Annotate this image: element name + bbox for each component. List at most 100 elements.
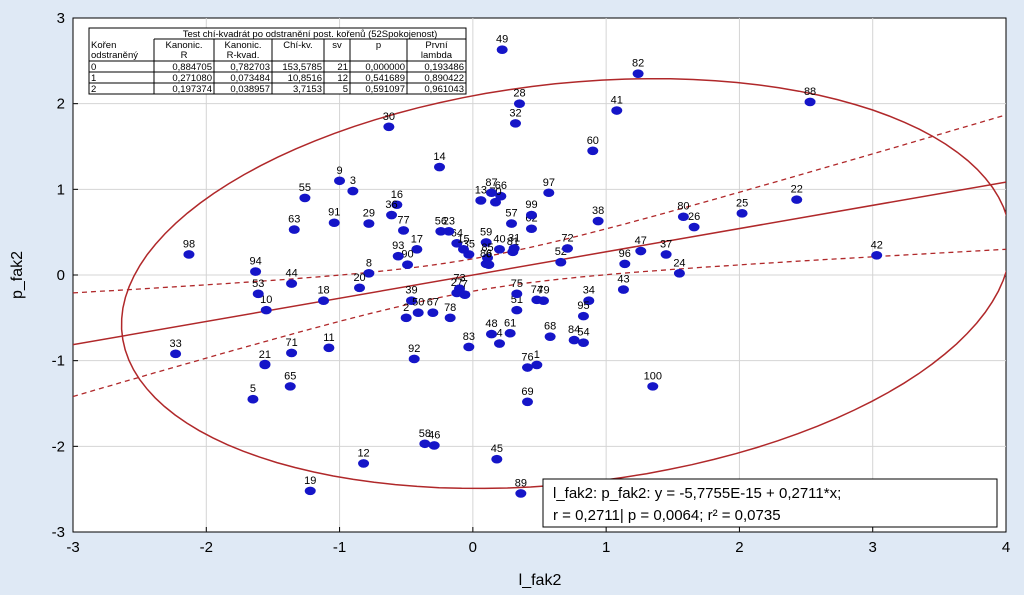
data-point: 58 xyxy=(419,428,431,449)
table-header: p xyxy=(376,40,381,51)
point-label: 22 xyxy=(791,184,803,196)
point-label: 26 xyxy=(688,211,700,223)
point-label: 73 xyxy=(453,273,465,285)
point-label: 85 xyxy=(481,242,493,254)
data-point: 93 xyxy=(392,240,404,261)
x-tick-label: -3 xyxy=(66,539,79,556)
point-label: 91 xyxy=(328,207,340,219)
point-label: 69 xyxy=(521,386,533,398)
data-point: 33 xyxy=(170,338,182,359)
point-label: 79 xyxy=(537,285,549,297)
data-point: 68 xyxy=(544,321,556,341)
point-marker xyxy=(577,311,589,321)
point-label: 45 xyxy=(491,443,503,455)
point-label: 36 xyxy=(385,199,397,211)
point-marker xyxy=(544,332,556,341)
point-label: 4 xyxy=(496,328,502,340)
data-point: 60 xyxy=(587,135,599,156)
point-marker xyxy=(508,244,520,253)
data-point: 6 xyxy=(483,249,495,270)
regression-lines xyxy=(73,114,1006,398)
data-point: 96 xyxy=(619,248,631,269)
data-point: 5 xyxy=(247,383,259,404)
data-point: 72 xyxy=(561,232,574,253)
point-label: 54 xyxy=(577,327,589,339)
point-marker xyxy=(688,222,700,232)
point-marker xyxy=(386,210,398,220)
data-point: 94 xyxy=(249,256,262,276)
data-point: 89 xyxy=(515,477,527,498)
point-label: 67 xyxy=(427,297,439,309)
regression-equation: l_fak2: p_fak2: y = -5,7755E-15 + 0,2711… xyxy=(553,485,841,502)
point-marker xyxy=(514,99,526,108)
point-marker xyxy=(434,162,446,172)
data-point: 76 xyxy=(521,352,534,372)
point-label: 93 xyxy=(392,240,404,252)
point-label: 29 xyxy=(363,208,375,220)
data-point: 95 xyxy=(577,300,590,321)
point-label: 89 xyxy=(515,477,527,489)
data-point: 77 xyxy=(397,214,410,235)
confidence-band-lower xyxy=(73,248,1006,398)
point-label: 97 xyxy=(543,177,555,189)
data-point: 48 xyxy=(485,318,498,339)
point-label: 53 xyxy=(252,278,264,290)
point-label: 25 xyxy=(736,197,748,209)
data-point: 92 xyxy=(408,343,420,364)
point-label: 98 xyxy=(183,238,195,250)
data-point: 41 xyxy=(611,95,623,115)
table-cell: 153,5785 xyxy=(282,62,322,73)
point-marker xyxy=(504,328,516,338)
point-marker xyxy=(411,245,423,254)
table-cell: 12 xyxy=(337,73,348,84)
point-marker xyxy=(592,216,604,226)
point-marker xyxy=(660,250,672,259)
point-label: 40 xyxy=(493,233,505,245)
point-marker xyxy=(736,209,748,218)
point-marker xyxy=(286,279,298,288)
point-marker xyxy=(354,283,366,293)
point-label: 95 xyxy=(577,300,589,312)
table-cell: 0,197374 xyxy=(172,84,212,95)
data-point: 73 xyxy=(453,273,466,294)
point-marker xyxy=(480,238,492,247)
point-marker xyxy=(419,439,431,449)
point-label: 59 xyxy=(480,226,492,238)
data-point: 12 xyxy=(357,447,370,468)
point-label: 50 xyxy=(412,297,424,309)
ellipse-path xyxy=(120,77,1006,490)
table-cell: 0,038957 xyxy=(230,84,270,95)
point-label: 19 xyxy=(304,475,316,487)
x-tick-label: 3 xyxy=(869,539,877,556)
table-cell: 0,541689 xyxy=(365,73,405,84)
data-point: 16 xyxy=(391,189,403,210)
point-marker xyxy=(463,342,475,352)
point-marker xyxy=(443,227,455,236)
point-marker xyxy=(363,219,375,228)
point-label: 99 xyxy=(525,199,537,211)
point-marker xyxy=(677,212,689,222)
point-marker xyxy=(400,313,412,323)
point-label: 10 xyxy=(260,294,272,306)
x-tick-label: 2 xyxy=(735,539,743,556)
point-marker xyxy=(494,339,506,348)
point-marker xyxy=(494,245,506,254)
point-marker xyxy=(526,224,538,234)
data-point: 15 xyxy=(457,233,470,254)
point-label: 88 xyxy=(804,86,816,98)
data-point: 83 xyxy=(463,331,475,352)
point-label: 100 xyxy=(644,370,662,382)
point-marker xyxy=(568,335,580,345)
regression-line xyxy=(73,181,1006,346)
point-label: 43 xyxy=(617,274,629,286)
point-marker xyxy=(398,226,410,235)
point-marker xyxy=(299,193,311,203)
table-header: odstraněný xyxy=(91,50,138,61)
point-marker xyxy=(491,454,503,464)
table-cell: 0,591097 xyxy=(365,84,405,95)
point-label: 12 xyxy=(357,447,369,459)
point-marker xyxy=(451,239,463,248)
y-tick-label: 0 xyxy=(57,267,65,284)
table-cell: 0,782703 xyxy=(230,62,270,73)
